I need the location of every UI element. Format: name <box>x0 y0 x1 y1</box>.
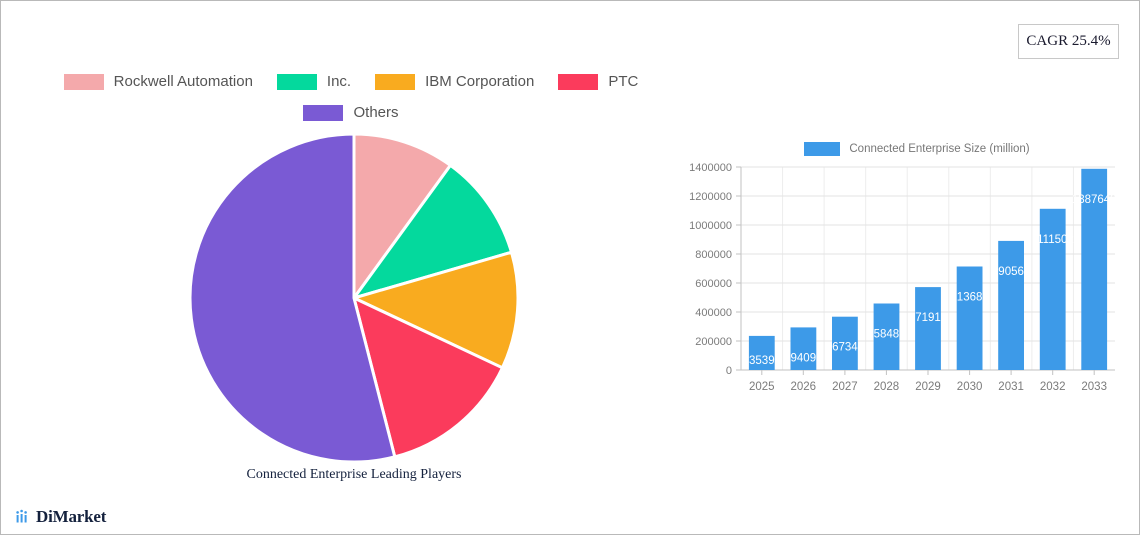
bar-value-label: 1111502 <box>1032 234 1074 246</box>
bar-value-label: 890565 <box>992 266 1030 278</box>
pie-legend-item-ibm-corporation[interactable]: IBM Corporation <box>375 73 534 90</box>
brand-logo-text: DiMarket <box>36 507 107 526</box>
legend-color-swatch <box>276 73 317 90</box>
bar-value-label: 235390 <box>743 355 781 367</box>
y-axis-tick-label: 800000 <box>695 249 732 261</box>
pie-legend-item-rockwell-automation[interactable]: Rockwell Automation <box>63 73 253 90</box>
brand-logo: DiMarket <box>15 507 106 527</box>
pie-legend-label: Inc. <box>326 73 352 90</box>
pie-chart-title: Connected Enterprise Leading Players <box>246 467 462 482</box>
pie-legend-row-1: Rockwell Automation Inc. IBM Corporation… <box>1 73 701 90</box>
pie-legend-item-others[interactable]: Others <box>303 104 399 121</box>
bar-value-label: 294093 <box>784 352 822 364</box>
bar[interactable] <box>790 327 817 370</box>
bar-value-label: 571912 <box>909 312 947 324</box>
bar-chart-svg: 0 200000 400000 600000 800000 1000000 1200000 1… <box>689 162 1117 393</box>
x-axis-tick-label: 2033 <box>1081 381 1107 393</box>
bar[interactable] <box>915 287 941 370</box>
pie-legend-row-2: Others <box>1 104 701 121</box>
y-axis-tick-label: 1200000 <box>689 191 732 203</box>
pie-slice[interactable] <box>351 295 505 459</box>
bar[interactable] <box>873 303 900 371</box>
pie-slice[interactable] <box>189 133 397 463</box>
pie-slice[interactable] <box>352 133 453 303</box>
legend-color-swatch <box>804 142 841 156</box>
pie-legend-label: Others <box>353 104 399 121</box>
x-axis-tick-label: 2025 <box>749 381 775 393</box>
pie-chart <box>189 133 519 463</box>
bar[interactable] <box>1081 168 1108 370</box>
bar-chart-icon <box>16 509 27 522</box>
y-axis-tick-label: 200000 <box>695 336 732 348</box>
x-axis-tick-label: 2031 <box>998 381 1024 393</box>
pie-legend-label: Rockwell Automation <box>113 73 253 90</box>
bar[interactable] <box>956 266 983 371</box>
cagr-badge: CAGR 25.4% <box>1018 24 1119 59</box>
bar-value-label: 713688 <box>950 292 988 304</box>
bar[interactable] <box>998 240 1024 370</box>
legend-color-swatch <box>63 73 104 90</box>
x-axis-tick-label: 2030 <box>957 381 983 393</box>
bar-chart: Connected Enterprise Size (million) 0 200… <box>677 139 1127 414</box>
bar[interactable] <box>748 335 775 370</box>
pie-slice-group <box>189 133 519 463</box>
pie-slice[interactable] <box>349 250 519 370</box>
legend-color-swatch <box>303 104 344 121</box>
bar-value-label: 1387643 <box>1072 194 1117 206</box>
y-axis-tick-label: 600000 <box>695 278 732 290</box>
x-axis-tick-label: 2027 <box>832 381 858 393</box>
bar[interactable] <box>832 316 858 370</box>
pie-slice[interactable] <box>350 163 514 301</box>
bar[interactable] <box>1039 208 1066 370</box>
pie-legend-label: IBM Corporation <box>425 73 535 90</box>
pie-legend: Rockwell Automation Inc. IBM Corporation… <box>1 73 701 121</box>
y-axis-tick-label: 1000000 <box>689 220 732 232</box>
pie-legend-label: PTC <box>608 73 639 90</box>
bar-chart-y-axis: 0 200000 400000 600000 800000 1000000 1200000 1… <box>689 162 741 377</box>
cagr-badge-label: CAGR 25.4% <box>1026 33 1111 49</box>
pie-legend-item-ptc[interactable]: PTC <box>558 73 638 90</box>
legend-color-swatch <box>558 73 599 90</box>
y-axis-tick-label: 400000 <box>695 307 732 319</box>
x-axis-tick-label: 2032 <box>1040 381 1066 393</box>
bar-value-label: 458482 <box>867 329 905 341</box>
y-axis-tick-label: 0 <box>726 365 732 377</box>
pie-legend-item-inc[interactable]: Inc. <box>276 73 352 90</box>
x-axis-tick-label: 2028 <box>874 381 900 393</box>
bar-chart-legend[interactable]: Connected Enterprise Size (million) <box>707 139 1127 159</box>
bar-value-label: 367349 <box>826 342 864 354</box>
legend-color-swatch <box>375 73 416 90</box>
bar-chart-x-axis: 2025 2026 2027 2028 2029 2030 2031 2032 2033 <box>749 370 1107 393</box>
bar-legend-label: Connected Enterprise Size (million) <box>849 143 1030 155</box>
x-axis-tick-label: 2029 <box>915 381 941 393</box>
pie-chart-svg <box>189 133 519 463</box>
y-axis-tick-label: 1400000 <box>689 162 732 174</box>
x-axis-tick-label: 2026 <box>791 381 817 393</box>
